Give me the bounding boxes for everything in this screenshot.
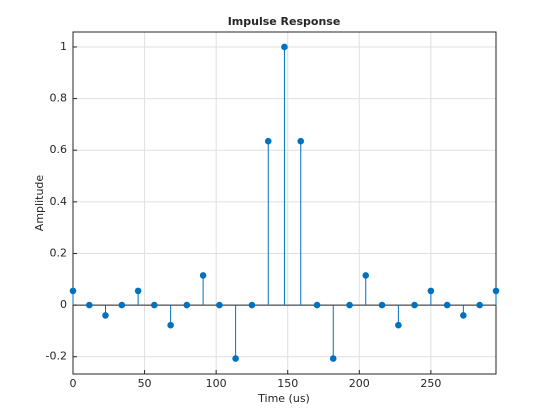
stem-marker [69,287,77,295]
stem-marker [427,287,435,295]
stem-marker [183,301,191,309]
x-tick-label: 50 [138,377,152,390]
x-axis-label: Time (us) [257,392,310,405]
y-tick-label: -0.2 [46,350,67,363]
stem-marker [264,137,272,145]
y-tick-label: 0.4 [50,195,68,208]
stem-marker [248,301,256,309]
x-tick-label: 100 [206,377,227,390]
stem-marker [134,287,142,295]
stem-marker [362,272,370,279]
stem-marker [167,321,174,329]
y-tick-label: 1 [60,40,67,53]
stem-marker [443,301,451,309]
stem-marker [102,312,109,319]
x-tick-label: 250 [420,377,441,390]
y-tick-label: 0.8 [50,92,68,105]
x-tick-label: 0 [70,377,77,390]
x-tick-label: 200 [349,377,370,390]
stem-marker [378,301,386,309]
stem-marker [329,355,337,362]
stem-marker [199,272,207,279]
stem-marker [118,301,126,309]
stem-marker [151,301,158,309]
stem-marker [460,312,467,319]
stem-marker [476,301,483,309]
axes-box [72,31,497,375]
stem-marker [346,301,353,309]
stem-marker [281,43,288,51]
stem-marker [232,355,239,362]
stem-marker [395,321,402,329]
y-tick-label: 0.2 [50,246,68,259]
stem-marker [297,137,305,145]
stem-marker [86,301,93,309]
y-axis-label: Amplitude [33,175,46,232]
stem-marker [216,301,223,309]
stem-marker [411,301,418,309]
stem-marker [492,287,500,295]
y-tick-label: 0.6 [50,143,68,156]
x-tick-label: 150 [277,377,298,390]
chart-title: Impulse Response [228,15,341,28]
stem-marker [313,301,321,309]
y-tick-label: 0 [60,298,67,311]
